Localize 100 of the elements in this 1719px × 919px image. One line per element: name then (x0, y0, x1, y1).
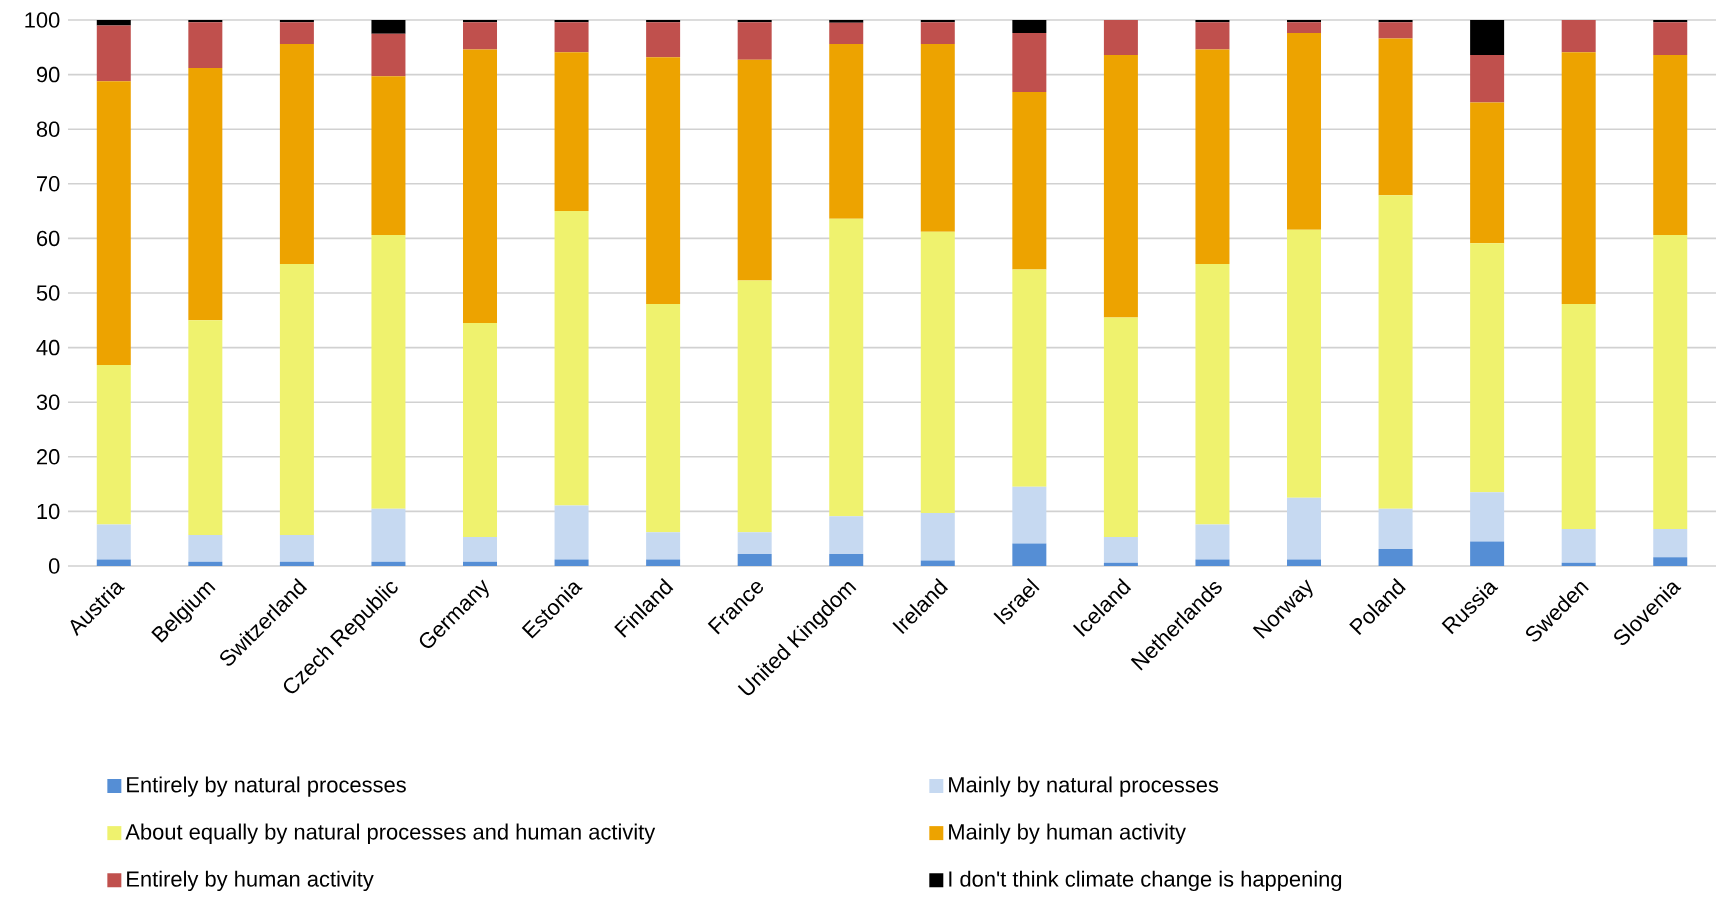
bar (737, 553, 772, 566)
bar (554, 52, 589, 212)
bar (188, 22, 223, 69)
bar (829, 19, 864, 23)
bar (920, 22, 955, 45)
bar (1378, 508, 1413, 550)
bar (920, 513, 955, 561)
bar (463, 49, 498, 324)
bar (279, 534, 314, 562)
bar (279, 44, 314, 265)
bar (1378, 549, 1413, 566)
bar (188, 19, 223, 23)
bar (737, 280, 772, 533)
y-tick-label: 90 (36, 66, 60, 83)
bar (96, 524, 131, 560)
bar (1287, 229, 1322, 498)
bar (1195, 559, 1230, 566)
bar (96, 19, 131, 26)
bar (1653, 54, 1688, 236)
bar (1287, 497, 1322, 560)
bar (1378, 19, 1413, 23)
y-tick-label: 10 (37, 503, 60, 520)
bar (1103, 537, 1138, 563)
legend-label: Mainly by human activity (949, 823, 1186, 844)
bar (1561, 562, 1596, 566)
bar (1287, 22, 1322, 34)
bar (1378, 195, 1413, 509)
bar (1287, 19, 1322, 23)
y-tick-label: 30 (36, 394, 60, 410)
bar (554, 211, 589, 506)
bar (371, 33, 406, 77)
bar (829, 218, 864, 517)
bar (279, 22, 314, 45)
legend-label: Mainly by natural processes (949, 776, 1219, 797)
y-tick-label: 0 (48, 558, 60, 574)
bar (1653, 19, 1688, 23)
y-tick-label: 100 (25, 12, 60, 28)
bar (1653, 528, 1688, 558)
bar (96, 81, 131, 366)
bar (371, 19, 406, 34)
bar (1561, 52, 1596, 304)
bar (1012, 269, 1047, 487)
bar (646, 57, 681, 304)
bar (1378, 22, 1413, 39)
bar (1653, 557, 1688, 566)
bar (463, 22, 498, 50)
bar (1103, 317, 1138, 538)
bar (646, 303, 681, 533)
legend-label: About equally by natural processes and human activity (125, 823, 656, 844)
bar (463, 561, 498, 566)
bar (371, 235, 406, 509)
bar (96, 25, 131, 82)
bar (279, 561, 314, 566)
bar (554, 505, 589, 560)
bar (737, 22, 772, 60)
y-tick-label: 20 (37, 449, 60, 465)
bar (1470, 541, 1505, 566)
bar (188, 534, 223, 562)
legend-label: Entirely by natural processes (127, 776, 406, 797)
bar (1012, 92, 1047, 270)
bar (737, 532, 772, 554)
bar (463, 19, 498, 23)
bar (279, 19, 314, 23)
bar (920, 560, 955, 566)
bar (737, 19, 772, 23)
bar (1195, 524, 1230, 560)
bar (1287, 559, 1322, 566)
bar (646, 532, 681, 560)
bar (188, 68, 223, 321)
bar (1470, 243, 1505, 493)
bar (646, 22, 681, 58)
bar (554, 22, 589, 53)
bar (1378, 38, 1413, 196)
bar (1470, 54, 1505, 103)
bar (646, 559, 681, 566)
bar (1653, 235, 1688, 529)
bar (554, 559, 589, 566)
bar (1653, 22, 1688, 55)
bar (1195, 22, 1230, 50)
y-tick-label: 40 (36, 339, 60, 356)
bar (1561, 528, 1596, 563)
bar (554, 19, 589, 23)
bar (1195, 264, 1230, 525)
bar (920, 19, 955, 23)
bar (1103, 562, 1138, 566)
bar (1470, 102, 1505, 244)
bar (646, 19, 681, 23)
bar (737, 59, 772, 281)
y-tick-label: 80 (36, 121, 60, 137)
bar (829, 44, 864, 219)
bar (1012, 486, 1047, 544)
bar (920, 44, 955, 232)
y-tick-label: 60 (37, 230, 60, 247)
bar (1470, 19, 1505, 55)
bar (371, 561, 406, 566)
y-tick-label: 70 (37, 176, 60, 192)
bar (1012, 19, 1047, 34)
legend-label: Entirely by human activity (127, 870, 374, 892)
y-tick-label: 50 (36, 285, 60, 301)
bar (463, 537, 498, 562)
